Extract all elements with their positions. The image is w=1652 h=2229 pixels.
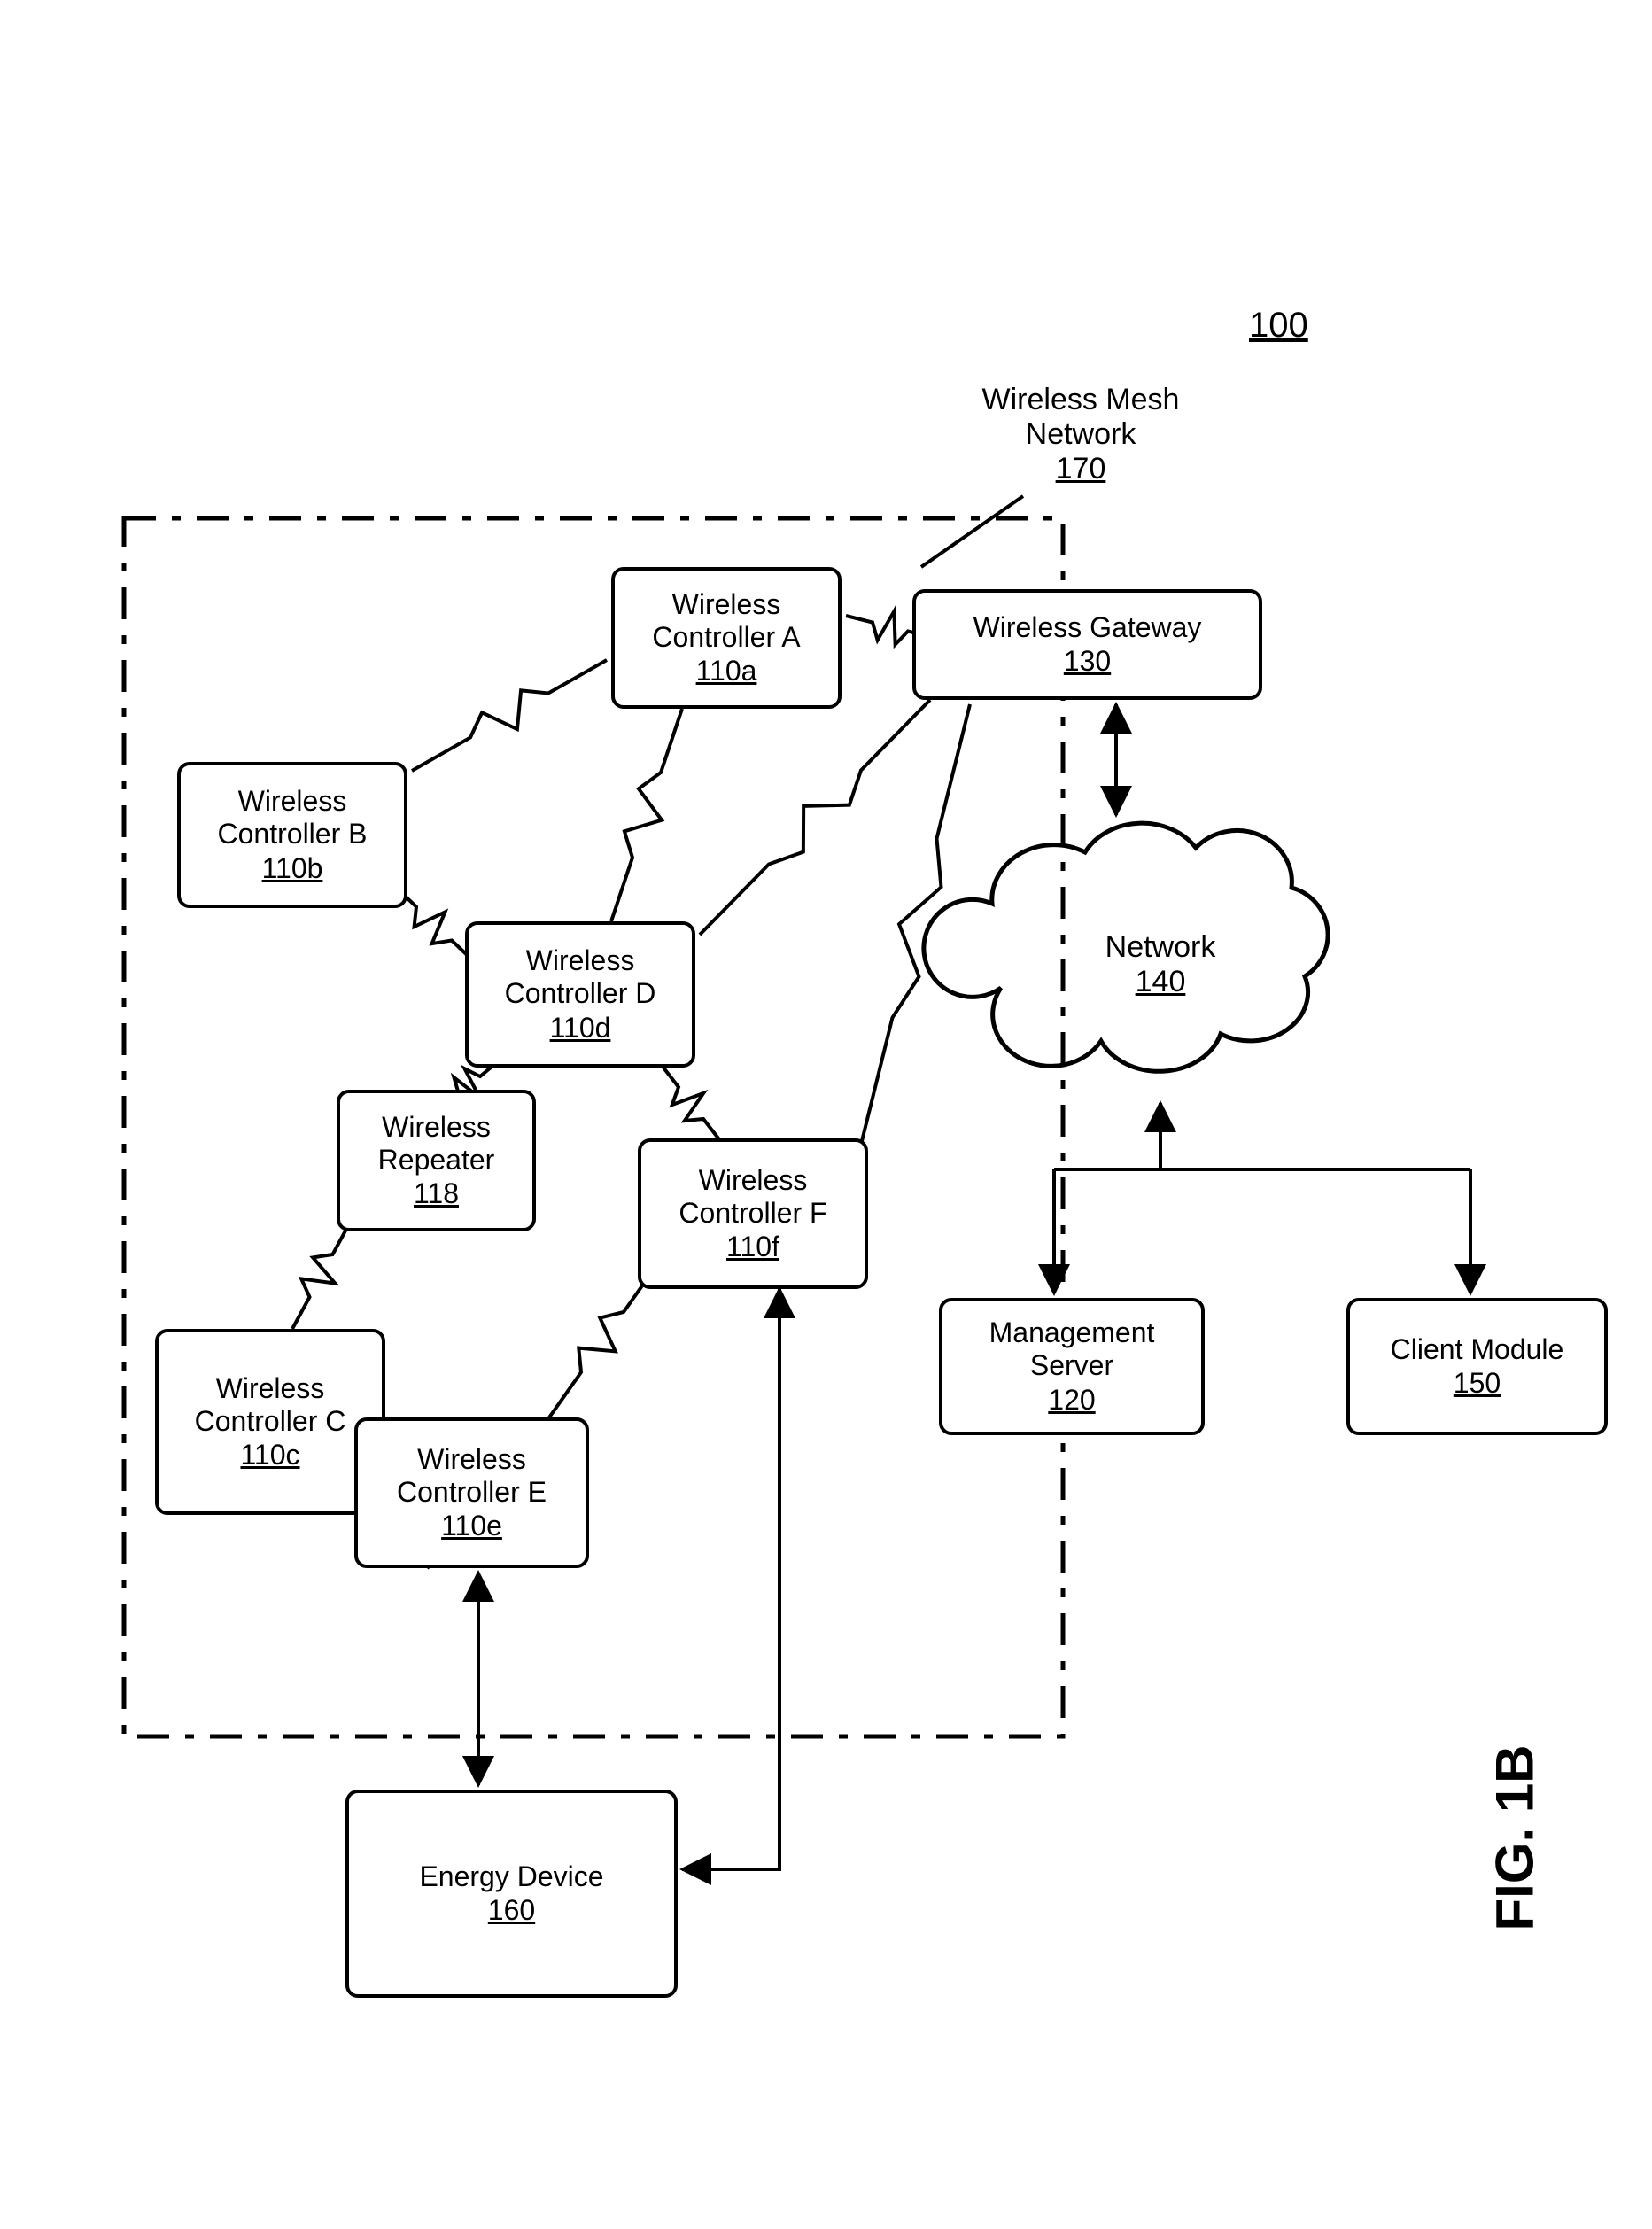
- node-line1: Management: [989, 1316, 1155, 1349]
- node-ref: 110f: [726, 1231, 779, 1263]
- node-line2: Controller C: [195, 1405, 346, 1438]
- wireless-controller-b: Wireless Controller B 110b: [177, 762, 407, 908]
- node-line2: Controller D: [505, 977, 656, 1010]
- node-line2: Controller E: [397, 1476, 547, 1509]
- mesh-label-line1: Wireless Mesh: [982, 383, 1180, 416]
- node-line2: Server: [1030, 1349, 1113, 1382]
- mesh-label-ref: 170: [961, 452, 1200, 486]
- node-ref: 110c: [240, 1439, 299, 1472]
- wireless-repeater: Wireless Repeater 118: [337, 1090, 536, 1231]
- cloud-ref: 140: [1076, 965, 1245, 999]
- wireless-controller-c: Wireless Controller C 110c: [155, 1329, 385, 1515]
- node-line1: Wireless: [417, 1443, 526, 1476]
- energy-device: Energy Device 160: [345, 1790, 678, 1998]
- node-line1: Client Module: [1391, 1333, 1564, 1366]
- diagram-canvas: FIG. 1B 100 Wireless Mesh Network 170 Wi…: [0, 0, 1652, 2229]
- node-line1: Wireless: [699, 1164, 808, 1197]
- node-ref: 110d: [550, 1012, 611, 1045]
- node-line1: Wireless Gateway: [973, 611, 1202, 644]
- system-ref: 100: [1249, 306, 1308, 346]
- management-server: Management Server 120: [939, 1298, 1205, 1435]
- wireless-controller-a: Wireless Controller A 110a: [611, 567, 842, 709]
- node-line1: Wireless: [238, 785, 347, 818]
- node-line2: Repeater: [378, 1144, 495, 1177]
- node-ref: 110e: [441, 1510, 502, 1542]
- network-cloud-label: Network 140: [1076, 930, 1245, 999]
- node-ref: 150: [1454, 1367, 1501, 1400]
- node-line1: Wireless: [382, 1111, 491, 1144]
- node-line1: Energy Device: [419, 1860, 603, 1893]
- cloud-label: Network: [1105, 930, 1216, 964]
- node-ref: 160: [488, 1894, 535, 1927]
- node-ref: 110b: [262, 852, 323, 885]
- mesh-network-label: Wireless Mesh Network 170: [961, 383, 1200, 486]
- wireless-controller-e: Wireless Controller E 110e: [354, 1417, 589, 1568]
- node-ref: 118: [414, 1177, 459, 1210]
- node-line1: Wireless: [526, 944, 635, 977]
- node-line1: Wireless: [216, 1372, 325, 1405]
- node-ref: 130: [1064, 645, 1111, 678]
- node-line2: Controller F: [679, 1197, 826, 1230]
- node-ref: 110a: [696, 655, 757, 687]
- wireless-controller-d: Wireless Controller D 110d: [465, 921, 695, 1068]
- wireless-controller-f: Wireless Controller F 110f: [638, 1138, 868, 1289]
- node-line2: Controller B: [218, 818, 368, 850]
- node-line1: Wireless: [672, 588, 781, 621]
- svg-layer: [0, 0, 1652, 2229]
- wireless-gateway: Wireless Gateway 130: [912, 589, 1262, 700]
- client-module: Client Module 150: [1346, 1298, 1608, 1435]
- figure-label: FIG. 1B: [1485, 1744, 1546, 1930]
- mesh-label-line2: Network: [1026, 417, 1136, 451]
- node-line2: Controller A: [652, 621, 800, 654]
- node-ref: 120: [1048, 1384, 1095, 1417]
